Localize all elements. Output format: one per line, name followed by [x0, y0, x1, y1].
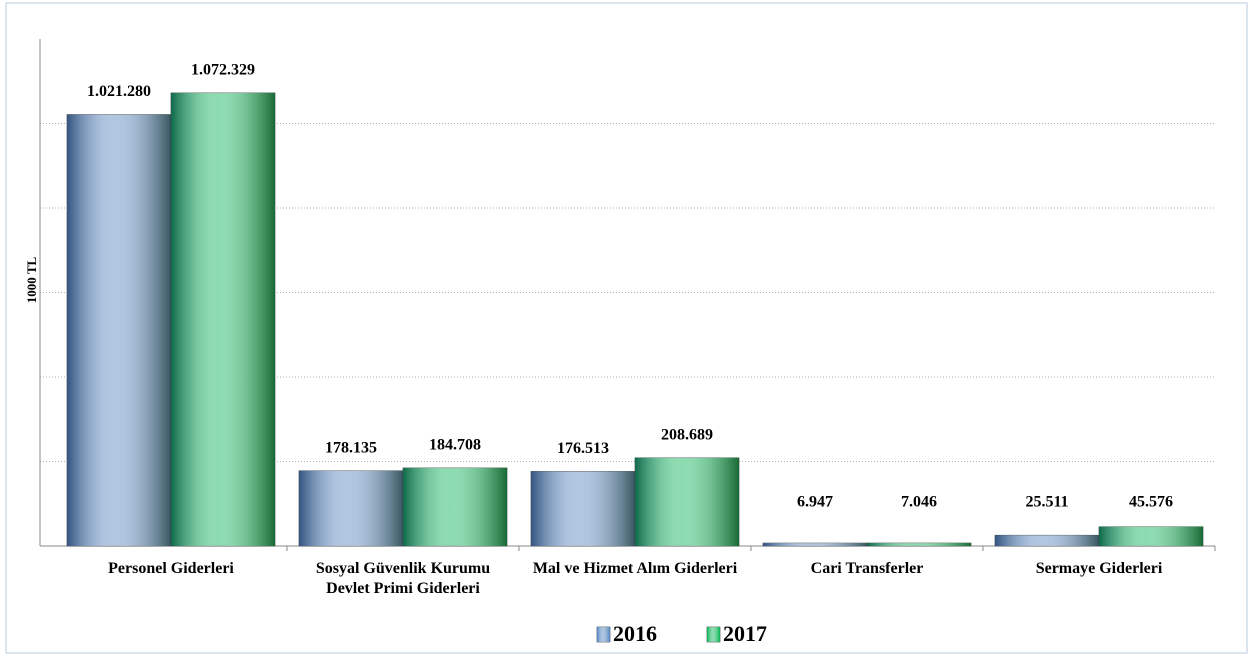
data-label: 25.511	[1025, 494, 1068, 511]
bar	[866, 542, 972, 547]
x-tick-label: Mal ve Hizmet Alım Giderleri	[532, 560, 738, 577]
data-label: 178.135	[325, 439, 377, 456]
x-tick-label: Sermaye Giderleri	[1035, 560, 1163, 577]
bar	[66, 114, 172, 547]
data-label: 208.689	[661, 427, 713, 444]
y-axis-label: 1000 TL	[24, 256, 39, 303]
legend-label: 2016	[613, 621, 657, 646]
bar	[402, 467, 508, 547]
legend-swatch-shade	[707, 627, 720, 642]
bar	[1098, 526, 1204, 547]
x-tick-label: Personel Giderleri	[108, 560, 234, 577]
bar	[170, 92, 276, 547]
bar	[530, 471, 636, 547]
data-label: 1.072.329	[191, 62, 255, 79]
data-label: 6.947	[797, 494, 833, 511]
bar	[298, 470, 404, 547]
legend-label: 2017	[723, 621, 767, 646]
bar	[762, 542, 868, 547]
x-tick-label: Sosyal Güvenlik Kurumu Devlet Primi Gide…	[315, 560, 491, 597]
data-label: 176.513	[557, 440, 609, 457]
data-label: 45.576	[1129, 494, 1173, 511]
data-label: 184.708	[429, 437, 481, 454]
data-label: 1.021.280	[87, 83, 151, 100]
legend-swatch-shade	[597, 627, 610, 642]
data-label: 7.046	[901, 494, 937, 511]
x-tick-label: Cari Transferler	[810, 560, 924, 577]
bar	[634, 457, 740, 547]
bar	[994, 534, 1100, 547]
